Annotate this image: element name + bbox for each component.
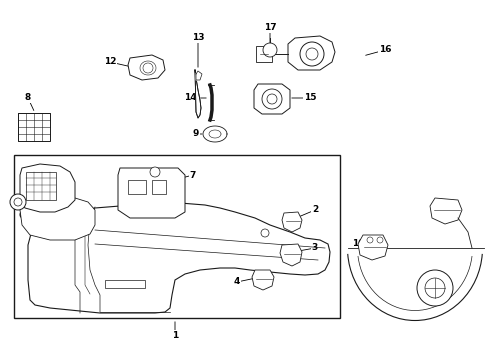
- Circle shape: [376, 237, 382, 243]
- Text: 5: 5: [159, 174, 165, 183]
- Text: 1: 1: [171, 330, 178, 339]
- Bar: [128, 180, 146, 194]
- Circle shape: [424, 278, 444, 298]
- Circle shape: [416, 270, 452, 306]
- Polygon shape: [357, 235, 387, 260]
- Text: 2: 2: [311, 206, 318, 215]
- Circle shape: [14, 198, 22, 206]
- Polygon shape: [195, 70, 201, 118]
- Circle shape: [305, 48, 317, 60]
- Circle shape: [261, 229, 268, 237]
- Text: 7: 7: [189, 171, 196, 180]
- Text: 12: 12: [103, 58, 116, 67]
- Text: 3: 3: [311, 243, 318, 252]
- Bar: [18, 113, 50, 141]
- Bar: [14, 155, 339, 318]
- Text: 15: 15: [303, 94, 316, 103]
- Text: 14: 14: [183, 94, 196, 103]
- Polygon shape: [282, 212, 302, 232]
- Polygon shape: [20, 196, 95, 240]
- Circle shape: [142, 63, 153, 73]
- Circle shape: [150, 167, 160, 177]
- Polygon shape: [196, 71, 202, 80]
- Polygon shape: [429, 198, 461, 224]
- Polygon shape: [203, 126, 226, 142]
- Bar: [105, 280, 145, 288]
- Bar: [152, 180, 165, 194]
- Text: 4: 4: [233, 278, 240, 287]
- Text: 11: 11: [424, 296, 436, 305]
- Polygon shape: [28, 203, 329, 313]
- Polygon shape: [128, 55, 164, 80]
- Text: 16: 16: [378, 45, 390, 54]
- Circle shape: [366, 237, 372, 243]
- Text: 6: 6: [19, 211, 25, 220]
- Polygon shape: [251, 270, 273, 290]
- Polygon shape: [118, 168, 184, 218]
- Polygon shape: [287, 36, 334, 70]
- Text: 10: 10: [351, 239, 364, 248]
- Polygon shape: [280, 244, 302, 266]
- Circle shape: [299, 42, 324, 66]
- Text: 9: 9: [192, 130, 199, 139]
- Polygon shape: [253, 84, 289, 114]
- Bar: [256, 46, 271, 62]
- Text: 17: 17: [263, 23, 276, 32]
- Text: 8: 8: [25, 94, 31, 103]
- Circle shape: [266, 94, 276, 104]
- Polygon shape: [20, 164, 75, 212]
- Text: 13: 13: [191, 33, 204, 42]
- Circle shape: [10, 194, 26, 210]
- Circle shape: [263, 43, 276, 57]
- Bar: [26, 172, 56, 200]
- Circle shape: [262, 89, 282, 109]
